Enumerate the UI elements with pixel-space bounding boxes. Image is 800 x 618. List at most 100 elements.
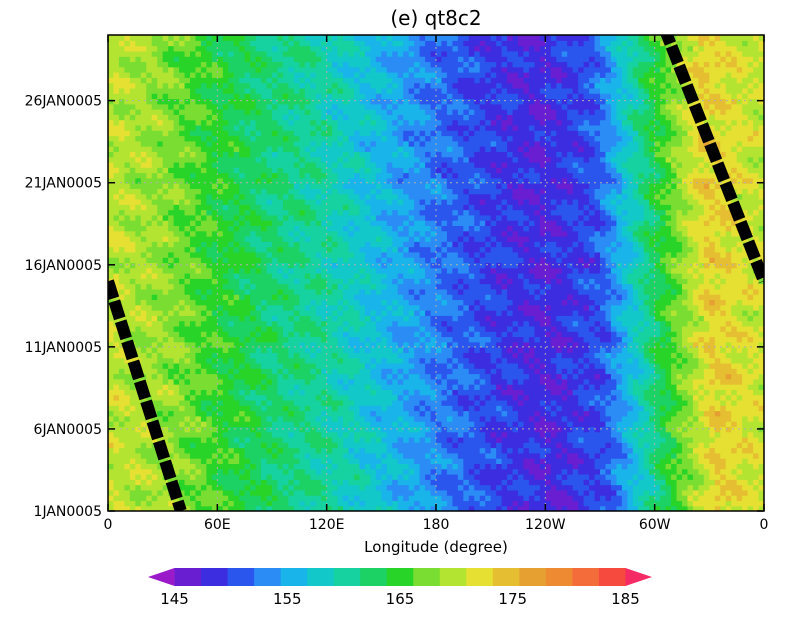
heatmap-cell xyxy=(108,436,115,443)
heatmap-cell xyxy=(692,463,699,470)
heatmap-cell xyxy=(195,315,202,322)
heatmap-cell xyxy=(304,288,311,295)
heatmap-cell xyxy=(386,426,393,433)
heatmap-cell xyxy=(364,320,371,327)
heatmap-cell xyxy=(326,336,333,343)
heatmap-cell xyxy=(556,299,563,306)
heatmap-cell xyxy=(468,484,475,491)
heatmap-cell xyxy=(578,331,585,338)
heatmap-cell xyxy=(490,442,497,449)
heatmap-cell xyxy=(425,373,432,380)
heatmap-cell xyxy=(709,378,716,385)
heatmap-cell xyxy=(556,473,563,480)
heatmap-cell xyxy=(638,484,645,491)
heatmap-cell xyxy=(408,479,415,486)
heatmap-cell xyxy=(157,294,164,301)
heatmap-cell xyxy=(671,368,678,375)
heatmap-cell xyxy=(288,473,295,480)
heatmap-cell xyxy=(539,399,546,406)
heatmap-cell xyxy=(184,352,191,359)
heatmap-cell xyxy=(124,415,131,422)
heatmap-cell xyxy=(654,447,661,454)
heatmap-cell xyxy=(430,463,437,470)
heatmap-cell xyxy=(610,436,617,443)
heatmap-cell xyxy=(195,479,202,486)
heatmap-cell xyxy=(200,310,207,316)
heatmap-cell xyxy=(386,310,393,316)
heatmap-cell xyxy=(244,389,251,396)
heatmap-cell xyxy=(414,489,421,496)
heatmap-cell xyxy=(200,447,207,454)
heatmap-cell xyxy=(643,357,650,364)
heatmap-cell xyxy=(375,325,382,332)
heatmap-cell xyxy=(184,347,191,353)
heatmap-cell xyxy=(146,331,153,338)
heatmap-cell xyxy=(293,315,300,322)
heatmap-cell xyxy=(561,458,568,464)
heatmap-cell xyxy=(436,458,443,464)
heatmap-cell xyxy=(507,484,514,491)
heatmap-cell xyxy=(545,405,552,412)
heatmap-cell xyxy=(304,347,311,353)
heatmap-cell xyxy=(151,336,158,343)
heatmap-cell xyxy=(523,384,530,390)
heatmap-cell xyxy=(654,384,661,390)
heatmap-cell xyxy=(375,304,382,311)
heatmap-cell xyxy=(671,373,678,380)
heatmap-cell xyxy=(512,399,519,406)
heatmap-cell xyxy=(703,452,710,459)
heatmap-cell xyxy=(277,373,284,380)
heatmap-cell xyxy=(129,484,136,491)
heatmap-cell xyxy=(539,310,546,316)
heatmap-cell xyxy=(436,479,443,486)
heatmap-cell xyxy=(414,468,421,475)
heatmap-cell xyxy=(725,415,732,422)
heatmap-cell xyxy=(217,320,224,327)
heatmap-cell xyxy=(233,415,240,422)
heatmap-cell xyxy=(381,368,388,375)
heatmap-cell xyxy=(326,378,333,385)
heatmap-cell xyxy=(392,421,399,427)
heatmap-cell xyxy=(425,410,432,417)
heatmap-cell xyxy=(747,357,754,364)
heatmap-cell xyxy=(725,373,732,380)
heatmap-cell xyxy=(293,500,300,507)
heatmap-cell xyxy=(277,421,284,427)
heatmap-cell xyxy=(632,458,639,464)
heatmap-cell xyxy=(545,362,552,369)
heatmap-cell xyxy=(430,421,437,427)
heatmap-cell xyxy=(594,442,601,449)
heatmap-cell xyxy=(129,436,136,443)
heatmap-cell xyxy=(561,410,568,417)
heatmap-cell xyxy=(496,378,503,385)
heatmap-cell xyxy=(304,489,311,496)
heatmap-cell xyxy=(370,320,377,327)
heatmap-cell xyxy=(326,399,333,406)
heatmap-cell xyxy=(299,310,306,316)
heatmap-cell xyxy=(190,505,197,511)
heatmap-cell xyxy=(250,473,257,480)
heatmap-cell xyxy=(627,436,634,443)
heatmap-cell xyxy=(720,315,727,322)
heatmap-cell xyxy=(266,473,273,480)
heatmap-cell xyxy=(425,331,432,338)
heatmap-cell xyxy=(414,384,421,390)
heatmap-cell xyxy=(452,505,459,511)
heatmap-cell xyxy=(534,421,541,427)
heatmap-cell xyxy=(321,473,328,480)
heatmap-cell xyxy=(660,304,667,311)
heatmap-cell xyxy=(654,468,661,475)
heatmap-cell xyxy=(321,489,328,496)
heatmap-cell xyxy=(682,373,689,380)
heatmap-cell xyxy=(233,362,240,369)
heatmap-cell xyxy=(589,331,596,338)
heatmap-cell xyxy=(747,299,754,306)
heatmap-cell xyxy=(337,331,344,338)
heatmap-cell xyxy=(375,468,382,475)
heatmap-cell xyxy=(299,484,306,491)
heatmap-cell xyxy=(589,426,596,433)
heatmap-cell xyxy=(496,473,503,480)
heatmap-cell xyxy=(315,368,322,375)
heatmap-cell xyxy=(682,315,689,322)
heatmap-cell xyxy=(168,384,175,390)
